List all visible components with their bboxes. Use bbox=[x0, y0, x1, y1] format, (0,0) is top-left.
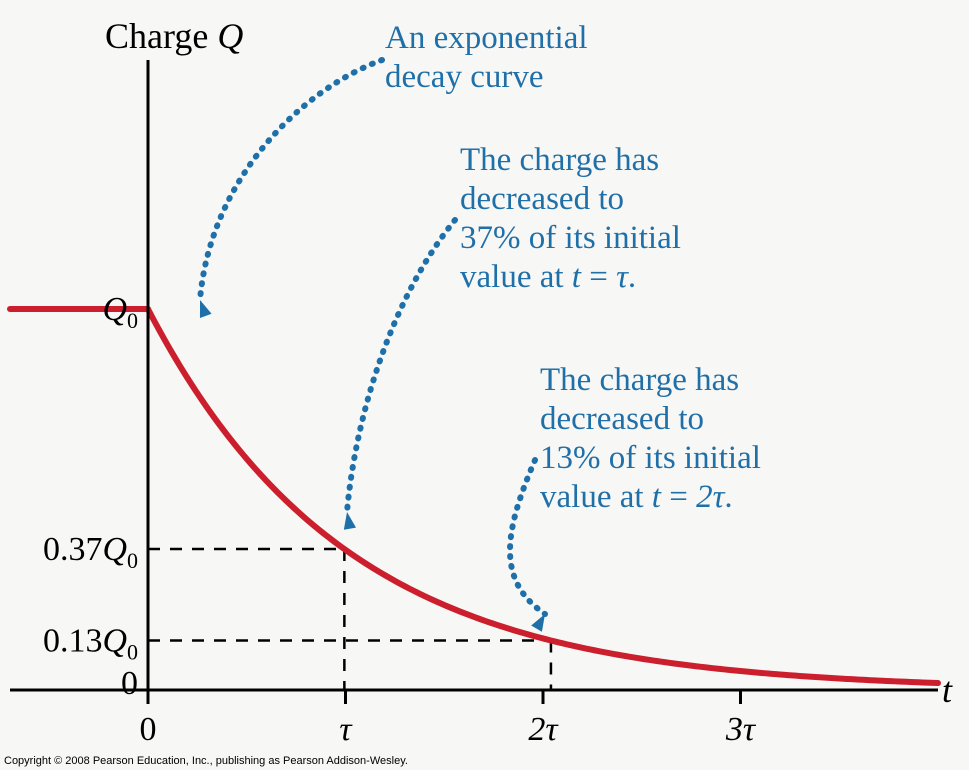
annot-exp-decay-line1: decay curve bbox=[385, 59, 543, 95]
x-tick-label: τ bbox=[339, 711, 353, 748]
annot-thirty-seven-line0: The charge has bbox=[460, 142, 659, 178]
arrowhead-thirty-seven bbox=[344, 512, 356, 530]
y-zero-label: 0 bbox=[121, 665, 138, 702]
leader-thirty-seven bbox=[347, 220, 455, 512]
arrowhead-thirteen bbox=[531, 614, 545, 632]
annot-thirty-seven-line2: 37% of its initial bbox=[460, 220, 681, 256]
decay-chart: 0τ2τ3τQ00.37Q00.13Q00Charge QtAn exponen… bbox=[0, 0, 969, 770]
x-tick-label: 2τ bbox=[528, 711, 559, 748]
x-tick-label: 3τ bbox=[725, 711, 757, 748]
y-tick-label: 0.37Q0 bbox=[43, 531, 138, 573]
annot-thirteen-line1: decreased to bbox=[540, 401, 704, 437]
copyright: Copyright © 2008 Pearson Education, Inc.… bbox=[4, 755, 408, 767]
x-tick-label: 0 bbox=[140, 711, 157, 748]
leader-exp-decay bbox=[200, 60, 382, 300]
y-tick-label: Q0 bbox=[102, 291, 138, 333]
arrowhead-exp-decay bbox=[200, 300, 212, 318]
y-tick-label: 0.13Q0 bbox=[43, 622, 138, 664]
annot-thirty-seven-line3: value at t = τ. bbox=[460, 259, 636, 295]
annot-thirteen-line3: value at t = 2τ. bbox=[540, 479, 733, 515]
annot-thirteen-line2: 13% of its initial bbox=[540, 440, 761, 476]
annot-exp-decay-line0: An exponential bbox=[385, 20, 588, 56]
x-axis-title: t bbox=[942, 670, 953, 710]
annot-thirty-seven-line1: decreased to bbox=[460, 181, 624, 217]
annot-thirteen-line0: The charge has bbox=[540, 362, 739, 398]
y-axis-title: Charge Q bbox=[105, 16, 243, 56]
